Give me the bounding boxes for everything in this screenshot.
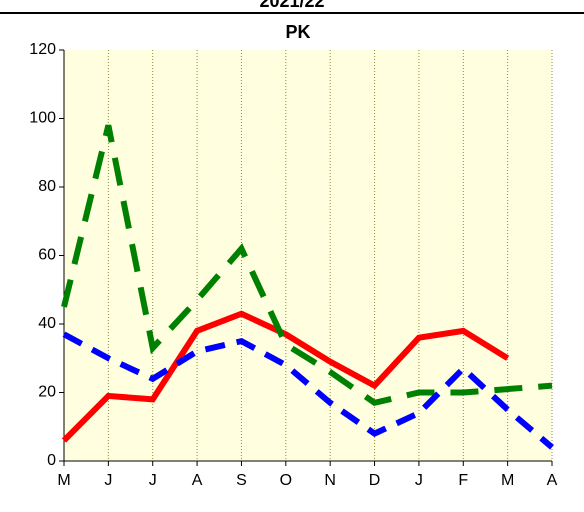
y-tick-label: 80 [38, 178, 56, 195]
data-line [61, 124, 553, 406]
y-tick-label: 120 [29, 41, 56, 58]
x-tick-label: A [192, 472, 203, 489]
x-tick-label: M [57, 472, 70, 489]
y-tick-label: 40 [38, 315, 56, 332]
x-tick-label: D [369, 472, 381, 489]
y-tick-label: 100 [29, 110, 56, 127]
chart-subtitle: 2021/22 [259, 0, 324, 11]
x-tick-label: M [501, 472, 514, 489]
data-line [62, 331, 554, 450]
x-tick-label: J [149, 472, 157, 489]
x-tick-label: J [415, 472, 423, 489]
x-tick-label: J [104, 472, 112, 489]
x-tick-label: F [458, 472, 468, 489]
x-tick-label: S [236, 472, 247, 489]
x-tick-label: A [547, 472, 558, 489]
y-tick-label: 20 [38, 384, 56, 401]
y-tick-label: 60 [38, 247, 56, 264]
chart-title: PK [285, 22, 310, 42]
data-line [61, 310, 510, 443]
x-tick-label: N [324, 472, 336, 489]
y-tick-label: 0 [47, 452, 56, 469]
x-tick-label: O [280, 472, 292, 489]
